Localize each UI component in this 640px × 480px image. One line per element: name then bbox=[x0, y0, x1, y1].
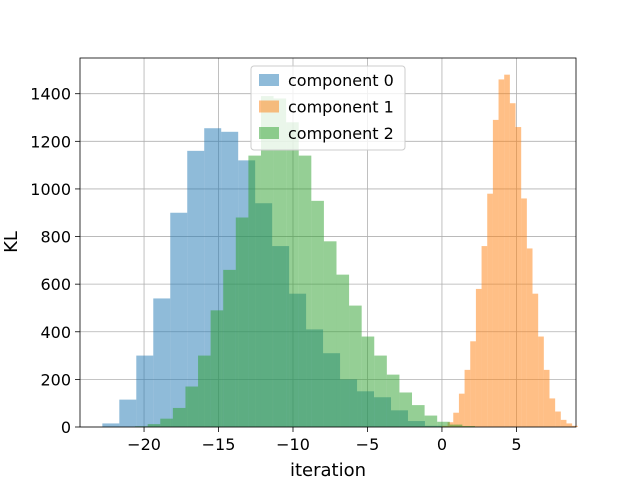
bar-series-1 bbox=[543, 369, 550, 427]
x-tick-label: −10 bbox=[276, 435, 310, 454]
legend: component 0 component 1 component 2 bbox=[250, 65, 406, 151]
bar-series-2 bbox=[298, 155, 312, 427]
bar-series-2 bbox=[210, 310, 224, 427]
bar-series-1 bbox=[475, 288, 482, 427]
bar-series-2 bbox=[336, 274, 350, 427]
bar-series-2 bbox=[361, 336, 375, 427]
y-tick-label: 1400 bbox=[30, 85, 71, 104]
bar-series-1 bbox=[549, 398, 556, 427]
bar-series-0 bbox=[136, 355, 154, 427]
bar-series-2 bbox=[424, 415, 438, 427]
legend-swatch-0 bbox=[259, 74, 279, 86]
bar-series-2 bbox=[273, 98, 287, 427]
axis-ticks: −20 −15 −10 −5 0 5 0 200 400 600 800 1000 1200 1400 bbox=[30, 85, 521, 454]
bar-series-2 bbox=[323, 241, 337, 427]
bar-series-2 bbox=[198, 355, 211, 427]
bar-series-2 bbox=[147, 424, 161, 427]
histogram-bars bbox=[102, 74, 578, 428]
bar-series-1 bbox=[453, 412, 459, 427]
plot-frame bbox=[79, 57, 577, 428]
y-tick-label: 800 bbox=[40, 228, 71, 247]
bar-series-1 bbox=[464, 369, 471, 427]
bar-series-2 bbox=[286, 122, 299, 428]
y-tick-label: 1200 bbox=[30, 132, 71, 151]
bar-series-2 bbox=[437, 421, 450, 427]
y-tick-label: 0 bbox=[61, 418, 71, 437]
bar-series-2 bbox=[386, 374, 400, 427]
bar-series-2 bbox=[349, 305, 362, 427]
bar-series-1 bbox=[566, 423, 573, 427]
bar-series-1 bbox=[515, 127, 522, 428]
bar-series-2 bbox=[462, 426, 475, 427]
bar-series-2 bbox=[260, 96, 274, 427]
bar-series-2 bbox=[449, 424, 463, 427]
bar-series-0 bbox=[102, 423, 120, 427]
legend-label-0: component 0 bbox=[288, 71, 394, 90]
bar-series-2 bbox=[399, 392, 413, 427]
y-tick-label: 400 bbox=[40, 323, 71, 342]
bar-series-1 bbox=[458, 393, 465, 427]
bar-series-1 bbox=[560, 419, 567, 427]
bar-series-2 bbox=[235, 217, 249, 427]
bar-series-1 bbox=[521, 198, 527, 427]
bar-series-2 bbox=[185, 386, 199, 427]
bar-series-1 bbox=[509, 103, 516, 427]
bar-series-2 bbox=[248, 155, 261, 427]
bar-series-1 bbox=[504, 74, 510, 427]
bar-series-2 bbox=[374, 355, 387, 427]
legend-swatch-2 bbox=[259, 127, 279, 139]
x-tick-label: −15 bbox=[202, 435, 236, 454]
x-axis-label: iteration bbox=[290, 460, 366, 480]
bar-series-1 bbox=[498, 79, 505, 427]
x-tick-label: −5 bbox=[356, 435, 380, 454]
bar-series-2 bbox=[160, 418, 173, 427]
y-tick-label: 1000 bbox=[30, 180, 71, 199]
bar-series-1 bbox=[470, 341, 476, 427]
bar-series-0 bbox=[153, 298, 171, 427]
bar-series-0 bbox=[170, 212, 188, 427]
bar-series-2 bbox=[311, 200, 324, 427]
bar-series-1 bbox=[481, 246, 488, 427]
bar-series-1 bbox=[492, 119, 499, 427]
bar-series-1 bbox=[555, 411, 561, 427]
bar-series-2 bbox=[223, 269, 236, 427]
x-tick-label: 0 bbox=[437, 435, 447, 454]
bar-series-2 bbox=[412, 405, 425, 427]
y-tick-label: 600 bbox=[40, 275, 71, 294]
x-tick-label: 5 bbox=[511, 435, 521, 454]
bar-series-1 bbox=[526, 248, 533, 427]
legend-box bbox=[250, 65, 406, 151]
y-tick-label: 200 bbox=[40, 370, 71, 389]
bar-series-1 bbox=[538, 336, 544, 427]
series-2-bars bbox=[135, 96, 475, 428]
bar-series-1 bbox=[572, 425, 578, 427]
legend-label-1: component 1 bbox=[288, 98, 394, 117]
series-1-bars bbox=[441, 74, 578, 428]
legend-swatch-1 bbox=[259, 100, 279, 113]
x-tick-label: −20 bbox=[127, 435, 161, 454]
y-axis-label: KL bbox=[1, 231, 22, 253]
bar-series-0 bbox=[119, 399, 137, 427]
bar-series-1 bbox=[532, 293, 539, 427]
bar-series-1 bbox=[487, 193, 493, 427]
bar-series-2 bbox=[172, 407, 186, 427]
legend-label-2: component 2 bbox=[288, 124, 394, 143]
